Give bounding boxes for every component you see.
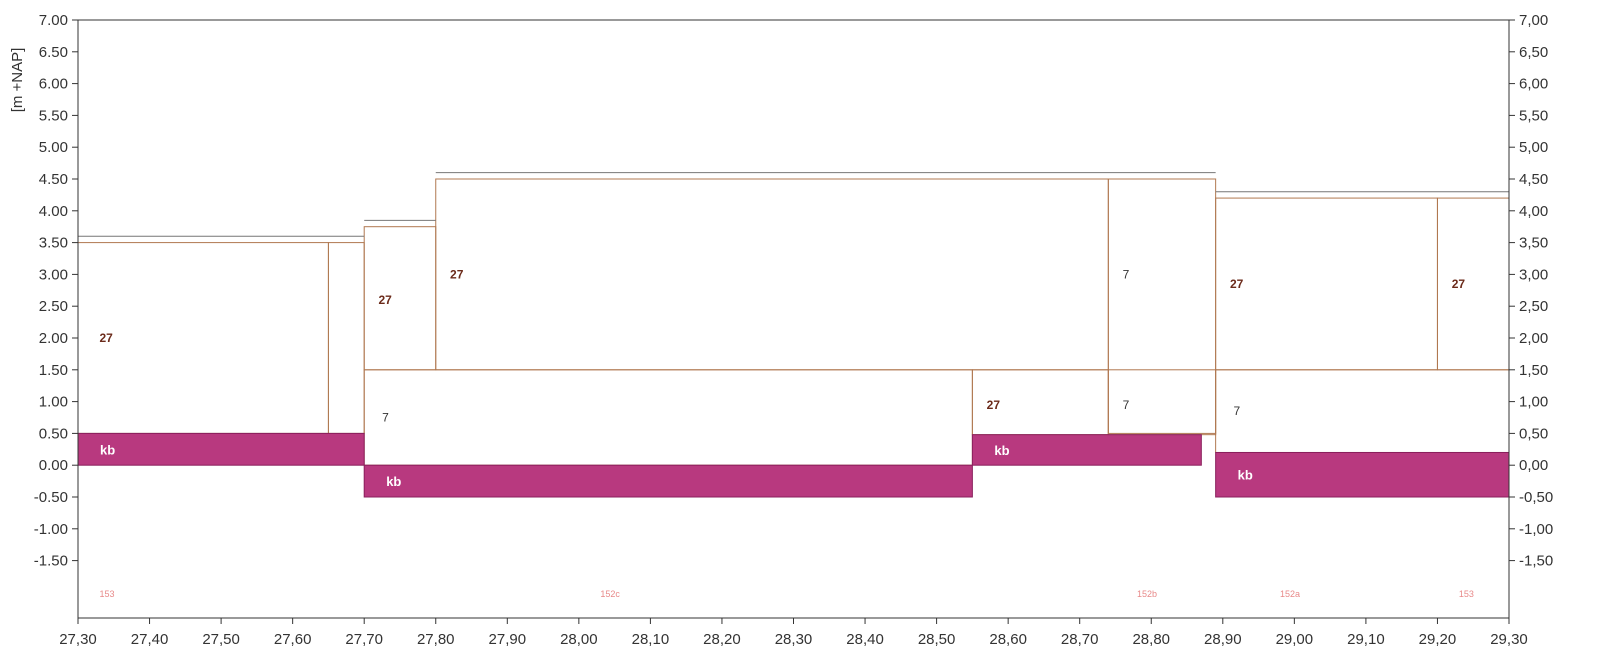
profile-cell-0 <box>77 242 329 434</box>
x-tick-label-15: 28,80 <box>1132 631 1170 648</box>
y-tick-left-label-10: 2.00 <box>39 330 68 347</box>
y-tick-right-label-8: 3,00 <box>1519 266 1548 283</box>
y-tick-right-label-17: -1,50 <box>1519 553 1553 570</box>
annotation-13: 152a <box>1280 589 1300 599</box>
kb-layer-3 <box>1215 451 1510 498</box>
annotation-9: 7 <box>1234 404 1241 418</box>
x-tick-label-8: 28,10 <box>632 631 670 648</box>
y-tick-right-label-5: 4,50 <box>1519 171 1548 188</box>
annotation-5: 27 <box>1452 277 1466 291</box>
y-tick-left-label-8: 3.00 <box>39 266 68 283</box>
annotation-8: 7 <box>1123 398 1130 412</box>
y-tick-right-label-4: 5,00 <box>1519 139 1548 156</box>
y-tick-left-label-14: 0.00 <box>39 457 68 474</box>
y-tick-left-label-2: 6.00 <box>39 76 68 93</box>
x-tick-label-4: 27,70 <box>345 631 383 648</box>
kb-layer-label-3: kb <box>1238 468 1253 483</box>
kb-layers-group: kb kb kb kb <box>77 432 1510 498</box>
x-tick-label-12: 28,50 <box>918 631 956 648</box>
y-tick-right-label-3: 5,50 <box>1519 107 1548 124</box>
y-axis-label: [m +NAP] <box>9 48 26 113</box>
profile-cell-7 <box>363 369 973 466</box>
x-tick-label-20: 29,30 <box>1490 631 1528 648</box>
annotation-2: 27 <box>450 267 464 281</box>
y-tick-right-label-2: 6,00 <box>1519 76 1548 93</box>
y-tick-right-label-1: 6,50 <box>1519 44 1548 61</box>
y-tick-left-label-11: 1.50 <box>39 362 68 379</box>
y-tick-left-label-6: 4.00 <box>39 203 68 220</box>
y-tick-right-label-14: 0,00 <box>1519 457 1548 474</box>
x-tick-label-1: 27,40 <box>131 631 169 648</box>
x-tick-label-17: 29,00 <box>1276 631 1314 648</box>
kb-layer-label-0: kb <box>100 442 115 457</box>
y-tick-left-label-9: 2.50 <box>39 298 68 315</box>
y-tick-left-label-12: 1.00 <box>39 394 68 411</box>
y-tick-right-label-12: 1,00 <box>1519 394 1548 411</box>
x-tick-label-6: 27,90 <box>489 631 527 648</box>
annotations-group: 27 27 27 7 27 27 7 27 7 7 153 152c 152b 152a 153 <box>99 267 1473 599</box>
annotation-7: 27 <box>987 398 1001 412</box>
y-tick-right-label-15: -0,50 <box>1519 489 1553 506</box>
kb-layer-2 <box>971 434 1202 466</box>
annotation-1: 27 <box>379 293 393 307</box>
x-tick-label-3: 27,60 <box>274 631 312 648</box>
y-tick-right-label-7: 3,50 <box>1519 235 1548 252</box>
profile-cell-4 <box>1107 178 1217 434</box>
x-tick-label-11: 28,40 <box>846 631 884 648</box>
y-tick-right-label-11: 1,50 <box>1519 362 1548 379</box>
x-tick-label-2: 27,50 <box>202 631 240 648</box>
y-tick-left-label-13: 0.50 <box>39 425 68 442</box>
x-tick-label-9: 28,20 <box>703 631 741 648</box>
annotation-11: 152c <box>600 589 620 599</box>
y-tick-right-label-16: -1,00 <box>1519 521 1553 538</box>
x-tick-label-19: 29,20 <box>1419 631 1457 648</box>
kb-layer-label-2: kb <box>994 443 1009 458</box>
y-tick-right-label-10: 2,00 <box>1519 330 1548 347</box>
y-tick-left-label-5: 4.50 <box>39 171 68 188</box>
axes-group <box>77 19 1510 619</box>
kb-layer-label-1: kb <box>386 474 401 489</box>
y-tick-left-label-4: 5.00 <box>39 139 68 156</box>
x-tick-label-7: 28,00 <box>560 631 598 648</box>
annotation-10: 153 <box>99 589 114 599</box>
y-tick-right-label-9: 2,50 <box>1519 298 1548 315</box>
y-tick-left-label-3: 5.50 <box>39 107 68 124</box>
annotation-6: 7 <box>382 411 389 425</box>
x-tick-label-0: 27,30 <box>59 631 97 648</box>
y-tick-left-label-16: -1.00 <box>34 521 68 538</box>
x-tick-label-14: 28,70 <box>1061 631 1099 648</box>
profile-cell-3 <box>435 178 1109 371</box>
annotation-12: 152b <box>1137 589 1157 599</box>
y-tick-right-label-0: 7,00 <box>1519 12 1548 29</box>
y-tick-left-label-0: 7.00 <box>39 12 68 29</box>
y-tick-left-label-15: -0.50 <box>34 489 68 506</box>
y-tick-left-label-17: -1.50 <box>34 553 68 570</box>
profile-cells-group <box>77 178 1510 466</box>
kb-layer-1 <box>363 464 973 498</box>
kb-layer-0 <box>77 432 365 466</box>
annotation-0: 27 <box>99 331 113 345</box>
y-tick-left-label-7: 3.50 <box>39 235 68 252</box>
annotation-14: 153 <box>1459 589 1474 599</box>
x-tick-label-18: 29,10 <box>1347 631 1385 648</box>
x-tick-label-16: 28,90 <box>1204 631 1242 648</box>
y-tick-left-label-1: 6.50 <box>39 44 68 61</box>
profile-cell-5 <box>1215 197 1438 371</box>
profile-cell-1 <box>327 242 365 434</box>
profile-cell-10 <box>1215 369 1510 453</box>
tick-labels-group: 7.00 6.50 6.00 5.50 5.00 4.50 4.00 3.50 3.00 2.50… <box>34 12 1553 648</box>
annotation-4: 27 <box>1230 277 1244 291</box>
annotation-3: 7 <box>1123 267 1130 281</box>
y-tick-right-label-6: 4,00 <box>1519 203 1548 220</box>
profile-cell-2 <box>363 226 437 371</box>
x-tick-label-10: 28,30 <box>775 631 813 648</box>
surface-lines-group <box>78 172 1509 237</box>
x-tick-label-13: 28,60 <box>989 631 1027 648</box>
x-tick-label-5: 27,80 <box>417 631 455 648</box>
y-tick-right-label-13: 0,50 <box>1519 425 1548 442</box>
profile-cell-6 <box>1436 197 1510 371</box>
